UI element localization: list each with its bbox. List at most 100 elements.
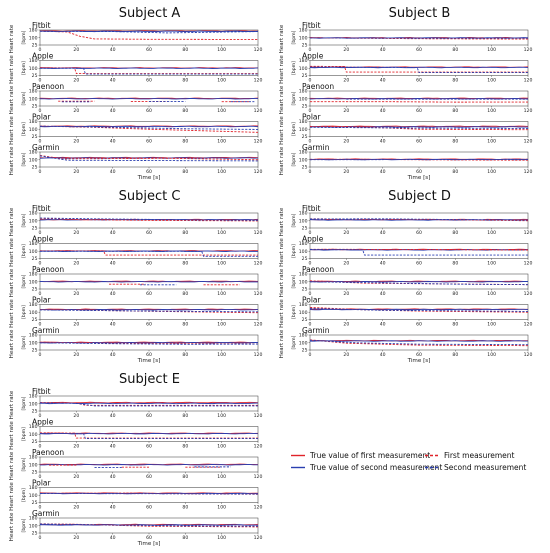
x-tick-label: 60 xyxy=(416,108,422,114)
x-tick-label: 60 xyxy=(146,169,152,175)
device-label: Garmin xyxy=(302,326,330,335)
x-tick-label: 20 xyxy=(73,535,79,541)
y-unit-label: [bpm] xyxy=(291,91,297,105)
x-tick-label: 100 xyxy=(217,322,226,328)
y-tick-label: 100 xyxy=(29,310,38,316)
x-tick-label: 120 xyxy=(524,352,533,358)
device-label: Fitbit xyxy=(32,204,51,213)
y-unit-label: [bpm] xyxy=(21,274,27,288)
y-tick-label: 100 xyxy=(29,127,38,133)
y-tick-label: 25 xyxy=(32,73,38,79)
series-line-true-second xyxy=(39,157,259,159)
device-label: Polar xyxy=(302,296,322,305)
x-tick-label: 60 xyxy=(146,47,152,53)
x-tick-label: 100 xyxy=(487,352,496,358)
x-tick-label: 120 xyxy=(254,352,263,358)
x-tick-label: 120 xyxy=(524,322,533,328)
device-label: Fitbit xyxy=(32,21,51,30)
x-tick-label: 60 xyxy=(146,108,152,114)
x-tick-label: 80 xyxy=(452,169,458,175)
y-tick-label: 25 xyxy=(302,348,308,354)
y-axis-label: Heart rate Heart rate Heart rate Heart r… xyxy=(9,207,15,358)
y-axis-label: Heart rate Heart rate Heart rate Heart r… xyxy=(279,207,285,358)
x-tick-label: 0 xyxy=(39,47,42,53)
x-tick-label: 40 xyxy=(110,505,116,511)
x-tick-label: 60 xyxy=(146,352,152,358)
y-tick-label: 25 xyxy=(32,256,38,262)
series-line-second-measurement xyxy=(309,339,529,346)
x-tick-label: 20 xyxy=(73,169,79,175)
x-tick-label: 20 xyxy=(343,352,349,358)
series-line-second-measurement xyxy=(39,433,258,440)
x-tick-label: 100 xyxy=(487,78,496,84)
x-tick-label: 60 xyxy=(146,78,152,84)
x-tick-label: 40 xyxy=(380,47,386,53)
y-tick-label: 100 xyxy=(299,35,308,41)
series-line-second-measurement xyxy=(39,342,259,345)
y-tick-label: 180 xyxy=(29,211,38,217)
x-tick-label: 20 xyxy=(343,108,349,114)
y-tick-label: 180 xyxy=(29,58,38,64)
y-unit-label: [bpm] xyxy=(291,213,297,227)
subject-panel: Subject D Heart rate Heart rate Heart rat… xyxy=(279,189,532,364)
y-axis-label: Heart rate Heart rate Heart rate Heart r… xyxy=(9,390,15,541)
y-unit-label: [bpm] xyxy=(21,61,27,75)
x-tick-label: 100 xyxy=(217,535,226,541)
x-axis-label: Time [s] xyxy=(137,358,161,364)
x-tick-label: 20 xyxy=(73,352,79,358)
device-label: Paenoon xyxy=(302,82,334,91)
y-unit-label: [bpm] xyxy=(21,244,27,258)
y-tick-label: 180 xyxy=(299,89,308,95)
y-tick-label: 100 xyxy=(29,218,38,224)
series-line-second-measurement xyxy=(39,125,259,130)
x-tick-label: 0 xyxy=(309,352,312,358)
y-tick-label: 25 xyxy=(32,409,38,415)
x-tick-label: 0 xyxy=(39,505,42,511)
y-tick-label: 100 xyxy=(29,66,38,72)
y-tick-label: 100 xyxy=(299,157,308,163)
x-axis-label: Time [s] xyxy=(407,175,431,181)
series-line-first-measurement xyxy=(39,341,259,345)
y-tick-label: 100 xyxy=(299,279,308,285)
x-tick-label: 100 xyxy=(217,413,226,419)
device-label: Paenoon xyxy=(32,82,64,91)
series-line-true-second xyxy=(39,280,258,283)
y-tick-label: 100 xyxy=(299,340,308,346)
series-line-second-measurement xyxy=(39,493,259,495)
device-label: Paenoon xyxy=(32,448,64,457)
x-tick-label: 100 xyxy=(487,169,496,175)
x-tick-label: 80 xyxy=(452,352,458,358)
x-tick-label: 0 xyxy=(309,78,312,84)
x-tick-label: 20 xyxy=(73,505,79,511)
x-tick-label: 120 xyxy=(254,413,263,419)
y-tick-label: 25 xyxy=(32,226,38,232)
x-tick-label: 0 xyxy=(309,261,312,267)
x-tick-label: 120 xyxy=(254,474,263,480)
x-tick-label: 120 xyxy=(524,108,533,114)
series-line-second-measurement xyxy=(40,250,258,257)
x-tick-label: 0 xyxy=(39,474,42,480)
device-label: Paenoon xyxy=(302,265,334,274)
device-label: Garmin xyxy=(32,326,60,335)
y-tick-label: 100 xyxy=(29,493,38,499)
y-tick-label: 25 xyxy=(32,317,38,323)
x-tick-label: 100 xyxy=(217,291,226,297)
x-tick-label: 40 xyxy=(110,291,116,297)
x-tick-label: 80 xyxy=(182,291,188,297)
y-tick-label: 100 xyxy=(29,523,38,529)
x-tick-label: 120 xyxy=(254,108,263,114)
x-tick-label: 60 xyxy=(146,139,152,145)
x-tick-label: 100 xyxy=(217,108,226,114)
x-tick-label: 60 xyxy=(146,413,152,419)
x-tick-label: 0 xyxy=(39,535,42,541)
x-tick-label: 60 xyxy=(416,230,422,236)
x-tick-label: 120 xyxy=(524,291,533,297)
x-tick-label: 100 xyxy=(217,230,226,236)
y-unit-label: [bpm] xyxy=(291,61,297,75)
y-tick-label: 180 xyxy=(29,150,38,156)
